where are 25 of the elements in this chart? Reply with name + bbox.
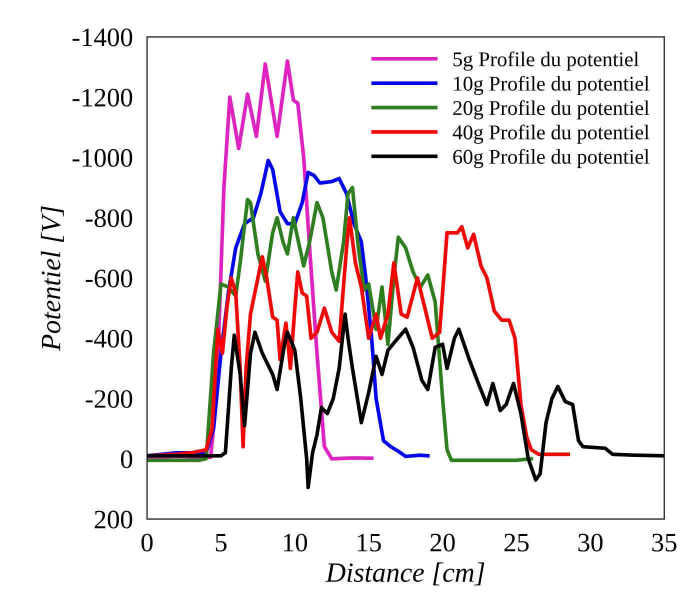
y-tick-label: 0 bbox=[120, 450, 132, 468]
y-tick-label: -800 bbox=[86, 209, 132, 228]
y-tick-label: -400 bbox=[86, 330, 132, 348]
legend-label: 40g Profile du potentiel bbox=[452, 124, 650, 144]
y-tick-label: -1400 bbox=[72, 28, 132, 46]
y-tick-label: -1000 bbox=[72, 149, 132, 167]
legend-label: 10g Profile du potentiel bbox=[454, 76, 650, 96]
x-tick-label: 30 bbox=[578, 534, 603, 552]
x-tick-label: 0 bbox=[141, 534, 153, 552]
y-tick-label: 200 bbox=[94, 510, 132, 528]
y-axis-title: Potentiel [V] bbox=[40, 206, 64, 352]
x-tick-label: 10 bbox=[284, 534, 308, 552]
x-axis-title: Distance [cm] bbox=[325, 562, 484, 586]
line-series bbox=[147, 186, 534, 462]
x-tick-label: 20 bbox=[430, 534, 455, 552]
legend-label: 5g Profile du potentiel bbox=[454, 51, 639, 71]
x-tick-label: 5 bbox=[216, 534, 227, 552]
y-tick-label: -200 bbox=[86, 390, 132, 408]
x-tick-label: 15 bbox=[358, 534, 381, 552]
x-tick-label: 25 bbox=[504, 534, 529, 552]
legend-label: 20g Profile du potentiel bbox=[453, 100, 650, 120]
x-tick-label: 35 bbox=[652, 534, 676, 552]
y-tick-label: -1200 bbox=[72, 88, 132, 107]
y-tick-label: -600 bbox=[86, 270, 132, 288]
legend-label: 60g Profile du potentiel bbox=[453, 148, 650, 168]
